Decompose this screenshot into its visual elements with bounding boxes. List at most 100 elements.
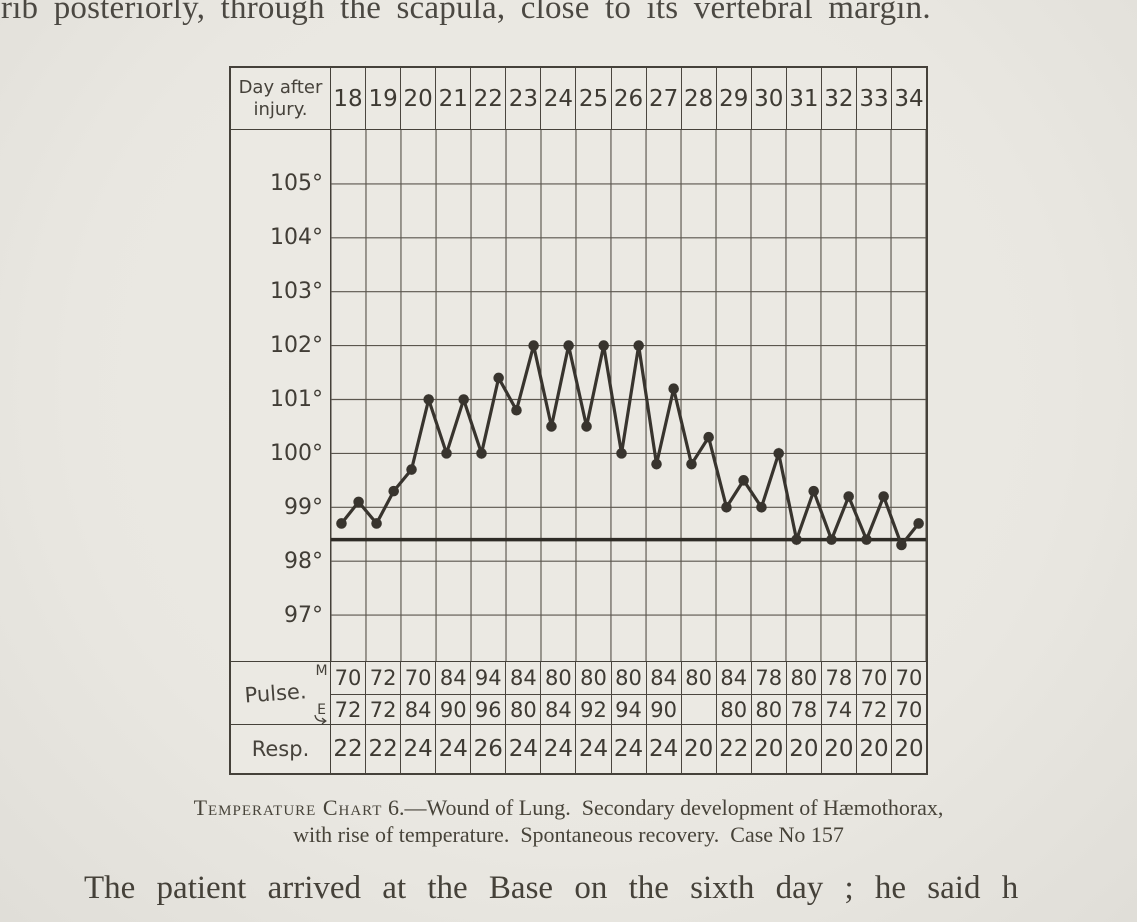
day-header-cell: 22: [471, 68, 507, 129]
pulse-evening-cell: 70: [895, 697, 923, 722]
resp-cell: 20: [894, 736, 924, 762]
day-header-cell: 26: [612, 68, 647, 129]
temperature-plot-svg: [331, 130, 926, 661]
day-after-injury-label: Day after injury.: [231, 68, 331, 129]
pulse-evening-cell: 80: [506, 695, 542, 724]
resp-cell: 20: [857, 725, 892, 773]
resp-cell: 24: [506, 725, 542, 773]
day-header-cell: 30: [752, 68, 787, 129]
pulse-evening-cell: 84: [541, 695, 577, 724]
day-header-cell: 24: [541, 68, 577, 129]
pulse-morning-marker: M: [315, 663, 328, 679]
resp-cell: 20: [822, 725, 857, 773]
pulse-evening-cell: 80: [717, 695, 752, 724]
day-header-cell: 18: [331, 68, 367, 129]
pulse-evening-cell: 74: [822, 695, 857, 724]
y-axis-tick-label: 103°: [270, 279, 323, 304]
caption-line-1-rest: 6.—Wound of Lung. Secondary development …: [382, 795, 944, 820]
pulse-morning-cell: 80: [787, 662, 822, 694]
resp-cell: 24: [576, 725, 612, 773]
resp-row: Resp. 22 22 24 24 26 24 24 24 24 24 20 22 20 20 20 20 20: [231, 725, 926, 773]
y-axis-tick-label: 100°: [270, 441, 323, 466]
pulse-morning-cell: 84: [436, 662, 472, 694]
temperature-chart: Day after injury. 18 19 20 21 22 23 24 25 26 27 28…: [229, 66, 928, 775]
caption-chart-label: Temperature Chart: [193, 795, 383, 820]
caption-line-1: Temperature Chart 6.—Wound of Lung. Seco…: [0, 794, 1137, 821]
plot-area: [331, 130, 926, 661]
pulse-morning-cell: 70: [331, 662, 367, 694]
resp-cell: 20: [752, 725, 787, 773]
resp-cell: 22: [717, 725, 752, 773]
y-axis-tick-label: 102°: [270, 333, 323, 358]
pulse-morning-cell: 84: [647, 662, 682, 694]
pulse-morning-row: 70 72 70 84 94 84 80 80 80 84 80 84 78 80 78 70 70: [331, 662, 926, 695]
pulse-morning-cell: 70: [895, 666, 923, 690]
pulse-evening-marker: E: [317, 702, 326, 718]
day-header-cell: 23: [506, 68, 542, 129]
day-header-cell: 31: [787, 68, 822, 129]
resp-cells: 22 22 24 24 26 24 24 24 24 24 20 22 20 20 20 20 20: [331, 725, 926, 773]
y-axis-tick-label: 101°: [270, 387, 323, 412]
pulse-e-arrow-icon: [314, 714, 327, 725]
pulse-morning-cell: 70: [857, 662, 892, 694]
resp-cell: 24: [436, 725, 472, 773]
pulse-morning-cell: 80: [682, 662, 717, 694]
pulse-evening-cell: 78: [787, 695, 822, 724]
pulse-evening-row: 72 72 84 90 96 80 84 92 94 90 80 80 78 74 72 70: [331, 695, 926, 724]
running-text-top: rib posteriorly, through the scapula, cl…: [1, 0, 931, 26]
y-axis-tick-label: 98°: [284, 549, 323, 574]
resp-cell: 20: [787, 725, 822, 773]
pulse-label-cell: Pulse. M E: [231, 662, 331, 725]
y-axis-tick-label: 105°: [270, 171, 323, 196]
day-header-cell: 25: [576, 68, 612, 129]
y-axis-tick-label: 99°: [284, 495, 323, 520]
pulse-evening-cell: 90: [647, 695, 682, 724]
plot-row: 105° 104° 103° 102° 101° 100° 99° 98° 97°: [231, 130, 926, 662]
resp-cell: 22: [331, 725, 367, 773]
y-axis-tick-label: 104°: [270, 225, 323, 250]
resp-cell: 24: [401, 725, 437, 773]
chart-header-row: Day after injury. 18 19 20 21 22 23 24 25 26 27 28…: [231, 68, 926, 130]
caption-line-2: with rise of temperature. Spontaneous re…: [293, 822, 844, 847]
pulse-evening-cell: 84: [401, 695, 437, 724]
pulse-evening-cell: 96: [471, 695, 507, 724]
pulse-morning-cell: 80: [612, 662, 647, 694]
running-text-bottom: The patient arrived at the Base on the s…: [84, 870, 1019, 906]
day-header-cell: 32: [822, 68, 857, 129]
resp-cell: 24: [612, 725, 647, 773]
day-header-cell: 29: [717, 68, 752, 129]
pulse-morning-cell: 70: [401, 662, 437, 694]
resp-cell: 26: [471, 725, 507, 773]
day-header-cell: 27: [647, 68, 682, 129]
pulse-morning-cell: 72: [366, 662, 402, 694]
day-header-cells: 18 19 20 21 22 23 24 25 26 27 28 29 30 31 32 33 34: [331, 68, 926, 129]
pulse-rows: 70 72 70 84 94 84 80 80 80 84 80 84 78 80 78 70 70 72 72 8…: [331, 662, 926, 724]
pulse-evening-marker-wrap: E: [314, 702, 327, 725]
day-header-cell: 19: [366, 68, 402, 129]
pulse-evening-cell: 90: [436, 695, 472, 724]
pulse-evening-cell: 72: [857, 695, 892, 724]
pulse-evening-cell: 94: [612, 695, 647, 724]
pulse-me-markers: M E: [314, 662, 329, 725]
pulse-morning-cell: 78: [752, 662, 787, 694]
pulse-evening-cell: 72: [366, 695, 402, 724]
pulse-morning-cell: 78: [822, 662, 857, 694]
day-header-cell: 34: [894, 85, 924, 112]
resp-cell: 22: [366, 725, 402, 773]
day-header-cell: 20: [401, 68, 437, 129]
day-header-cell: 33: [857, 68, 892, 129]
pulse-evening-cell: 80: [752, 695, 787, 724]
pulse-table: Pulse. M E 70 72 70 84 94 84 80 80 80 84 80 84 78 80 7…: [231, 662, 926, 725]
pulse-morning-cell: 80: [541, 662, 577, 694]
resp-cell: 24: [647, 725, 682, 773]
pulse-morning-cell: 80: [576, 662, 612, 694]
day-header-cell: 21: [436, 68, 472, 129]
resp-cell: 20: [682, 725, 717, 773]
resp-cell: 24: [541, 725, 577, 773]
day-header-cell: 28: [682, 68, 717, 129]
y-axis-tick-label: 97°: [284, 603, 323, 628]
pulse-evening-cell: [682, 695, 717, 724]
resp-label: Resp.: [231, 725, 331, 773]
pulse-morning-cell: 84: [717, 662, 752, 694]
